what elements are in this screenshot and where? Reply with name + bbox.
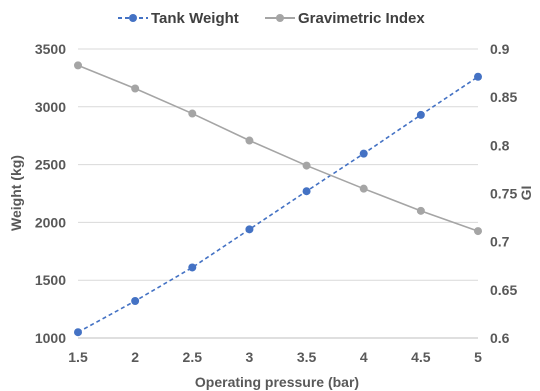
- legend-marker-tank-weight: [129, 14, 137, 22]
- x-tick-label: 1.5: [68, 349, 88, 365]
- data-point-gravimetric-index: [188, 109, 197, 118]
- x-tick-label: 3.5: [297, 349, 317, 365]
- x-tick-label: 2.5: [183, 349, 203, 365]
- x-axis-ticks: 1.5 2 2.5 3 3.5 4 4.5 5: [68, 349, 482, 365]
- series-layer: [74, 61, 482, 337]
- y2-tick-label: 0.8: [490, 137, 510, 153]
- data-point-gravimetric-index: [131, 84, 140, 93]
- series-line-tank-weight: [77, 76, 479, 333]
- y2-tick-label: 0.6: [490, 330, 510, 346]
- x-tick-label: 4.5: [411, 349, 431, 365]
- legend: Tank Weight Gravimetric Index: [118, 10, 425, 27]
- data-point-gravimetric-index: [302, 161, 311, 170]
- y-tick-label: 3000: [35, 99, 66, 115]
- y2-tick-label: 0.9: [490, 41, 510, 57]
- legend-item-gravimetric-index: Gravimetric Index: [265, 10, 425, 27]
- data-point-tank-weight: [74, 328, 82, 337]
- data-point-tank-weight: [245, 225, 254, 234]
- legend-item-tank-weight: Tank Weight: [118, 10, 239, 27]
- y-axis-title: Weight (kg): [8, 155, 24, 231]
- data-point-tank-weight: [416, 110, 425, 119]
- data-point-tank-weight: [188, 263, 197, 272]
- left-axis-ticks: 1000 1500 2000 2500 3000 3500: [35, 41, 66, 346]
- legend-label-gravimetric-index: Gravimetric Index: [298, 10, 425, 27]
- data-point-tank-weight: [131, 297, 140, 306]
- x-axis-title: Operating pressure (bar): [195, 374, 359, 390]
- y-tick-label: 1000: [35, 330, 66, 346]
- x-tick-label: 2: [131, 349, 139, 365]
- y-tick-label: 3500: [35, 41, 66, 57]
- data-point-gravimetric-index: [74, 61, 82, 70]
- legend-label-tank-weight: Tank Weight: [151, 10, 239, 27]
- y-tick-label: 2500: [35, 157, 66, 173]
- y2-tick-label: 0.85: [490, 89, 517, 105]
- data-point-gravimetric-index: [416, 206, 425, 215]
- y2-axis-title: GI: [518, 186, 534, 201]
- y2-tick-label: 0.75: [490, 186, 517, 202]
- data-point-tank-weight: [302, 187, 311, 196]
- y2-tick-label: 0.65: [490, 282, 517, 298]
- data-point-tank-weight: [474, 72, 482, 81]
- data-point-gravimetric-index: [359, 184, 368, 193]
- data-point-gravimetric-index: [245, 136, 254, 145]
- y-tick-label: 1500: [35, 272, 66, 288]
- data-point-gravimetric-index: [474, 227, 482, 236]
- x-tick-label: 5: [474, 349, 482, 365]
- y-tick-label: 2000: [35, 214, 66, 230]
- right-axis-ticks: 0.6 0.65 0.7 0.75 0.8 0.85 0.9: [490, 41, 517, 346]
- x-tick-label: 4: [360, 349, 368, 365]
- legend-marker-gravimetric-index: [276, 14, 284, 22]
- y2-tick-label: 0.7: [490, 234, 510, 250]
- x-tick-label: 3: [246, 349, 254, 365]
- data-point-tank-weight: [359, 149, 368, 158]
- series-line-gravimetric-index: [77, 64, 479, 232]
- gridlines: [78, 48, 478, 281]
